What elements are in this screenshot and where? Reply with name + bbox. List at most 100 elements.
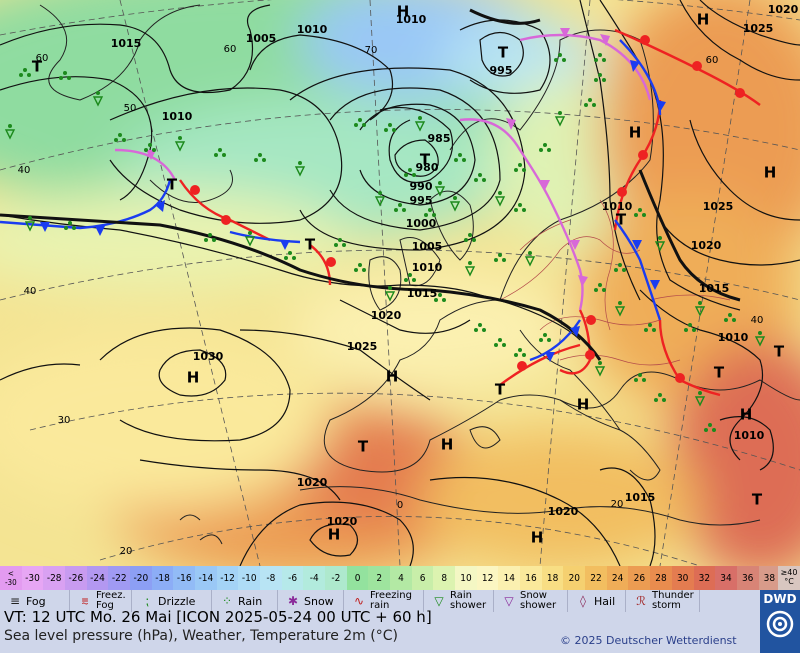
temperature-scale-cell: -28 <box>43 566 66 590</box>
rain-icon <box>594 283 606 292</box>
high-pressure-label: H <box>764 164 777 182</box>
isobar-value-labels: 1015 1005 1010 1010 1020 1025 995 1010 985 980 990… <box>111 3 799 528</box>
isobar-label: 1025 <box>347 340 378 353</box>
temperature-scale-cell: -24 <box>86 566 109 590</box>
rain-shower-icon <box>554 111 566 127</box>
temperature-scale-cell: 0 <box>346 566 369 590</box>
temperature-scale-cell: < -30 <box>0 566 22 590</box>
high-pressure-label: H <box>397 3 410 21</box>
temperature-scale-cell: -2 <box>325 566 347 590</box>
temperature-scale-cell: -4 <box>303 566 326 590</box>
high-pressure-label: H <box>386 368 399 386</box>
rain-shower-icon <box>464 261 476 277</box>
low-pressure-label: T <box>616 211 627 229</box>
isobar-label: 995 <box>410 194 433 207</box>
isobar-label: 980 <box>416 161 439 174</box>
rain-icon <box>394 203 406 212</box>
latitude-label: 40 <box>24 286 37 297</box>
rain-icon <box>494 253 506 262</box>
rain-icon <box>539 143 551 152</box>
rain-shower-icon <box>4 124 16 140</box>
weather-legend-label: Fog <box>26 594 46 608</box>
temperature-scale-cell: 4 <box>390 566 412 590</box>
precipitation-symbols <box>4 53 766 432</box>
latitude-labels: 60 50 40 40 30 20 60 70 60 40 20 0 <box>18 44 764 557</box>
rain-icon <box>684 323 696 332</box>
rain-shower-icon <box>524 251 536 267</box>
isobar-label: 1005 <box>246 32 277 45</box>
rain-shower-icon <box>594 361 606 377</box>
trough-line-east <box>638 169 741 302</box>
trough-line-north <box>469 8 541 25</box>
isobar-label: 1010 <box>297 23 328 36</box>
low-pressure-label: T <box>498 44 509 62</box>
low-pressure-label: T <box>495 381 506 399</box>
isobar-label: 985 <box>428 132 451 145</box>
rain-icon <box>454 153 466 162</box>
rain-shower-icon <box>434 181 446 197</box>
low-pressure-label: T <box>714 364 725 382</box>
low-pressure-label: T <box>420 151 431 169</box>
temperature-scale-cell: 2 <box>368 566 391 590</box>
temperature-scale-cell: -22 <box>108 566 131 590</box>
rain-icon <box>204 233 216 242</box>
high-pressure-label: H <box>697 11 710 29</box>
snow-shower-icon: ▽ <box>504 594 514 608</box>
rain-icon <box>59 71 71 80</box>
fog-icon: ≡ <box>9 594 21 608</box>
rain-icon <box>584 98 596 107</box>
rain-shower-icon <box>494 191 506 207</box>
rain-shower-icon <box>174 136 186 152</box>
rain-icon <box>474 323 486 332</box>
trough-line <box>0 213 602 361</box>
valid-time: VT: 12 UTC Mo. 26 Mai [ICON 2025-05-24 0… <box>4 608 432 626</box>
latitude-label: 70 <box>365 45 378 56</box>
weather-legend-snow-shower: ▽ Snow shower <box>494 590 568 612</box>
rain-icon <box>594 73 606 82</box>
low-pressure-label: T <box>305 236 316 254</box>
rain-shower-icon <box>414 116 426 132</box>
temperature-scale-cell: 32 <box>693 566 716 590</box>
latitude-label: 60 <box>224 44 237 55</box>
temperature-scale-cell: -20 <box>130 566 152 590</box>
weather-legend-label: Hail <box>594 594 616 608</box>
latitude-label: 0 <box>397 500 403 511</box>
legend: < -30 -30 -28 -26 -24 -22 -20 -18 -16 -14 -12 -10 -8… <box>0 566 800 653</box>
high-pressure-label: H <box>629 124 642 142</box>
temperature-scale-cell: 8 <box>433 566 456 590</box>
weather-legend-label: Thunder storm <box>652 590 694 611</box>
weather-legend-label: Snow shower <box>520 590 557 611</box>
thunderstorm-icon: ℛ <box>636 594 646 608</box>
isobar-label: 1015 <box>111 37 142 50</box>
rain-icon <box>424 208 436 217</box>
low-pressure-label: T <box>167 176 178 194</box>
temperature-scale-cell: 34 <box>715 566 737 590</box>
copyright: © 2025 Deutscher Wetterdienst <box>560 634 737 647</box>
rain-icon <box>464 233 476 242</box>
weather-legend-drizzle: ⁏ Drizzle <box>132 590 212 612</box>
rain-icon <box>284 251 296 260</box>
isobar-label: 1025 <box>703 200 734 213</box>
temperature-scale-cell: 12 <box>476 566 499 590</box>
rain-icon <box>64 221 76 230</box>
weather-legend-label: Freez. Fog <box>96 590 126 611</box>
high-pressure-label: H <box>577 396 590 414</box>
isobar-label: 1010 <box>162 110 193 123</box>
temperature-scale-cell: 30 <box>671 566 694 590</box>
temperature-scale-cell: 10 <box>455 566 477 590</box>
rain-shower-icon <box>694 391 706 407</box>
isobar-label: 1020 <box>768 3 799 16</box>
temperature-scale-cell: 28 <box>650 566 672 590</box>
rain-icon <box>654 393 666 402</box>
rain-icon <box>214 148 226 157</box>
temperature-scale-cell: 26 <box>628 566 651 590</box>
weather-legend-freezing-rain: ∿ Freezing rain <box>344 590 424 612</box>
front-symbols <box>40 28 745 383</box>
temperature-scale: < -30 -30 -28 -26 -24 -22 -20 -18 -16 -14 -12 -10 -8… <box>0 566 781 590</box>
isobar-label: 1015 <box>625 491 656 504</box>
rain-shower-icon <box>294 161 306 177</box>
cold-front-atlantic-2 <box>229 230 301 244</box>
rain-icon <box>539 333 551 342</box>
temperature-scale-cell: 6 <box>411 566 434 590</box>
